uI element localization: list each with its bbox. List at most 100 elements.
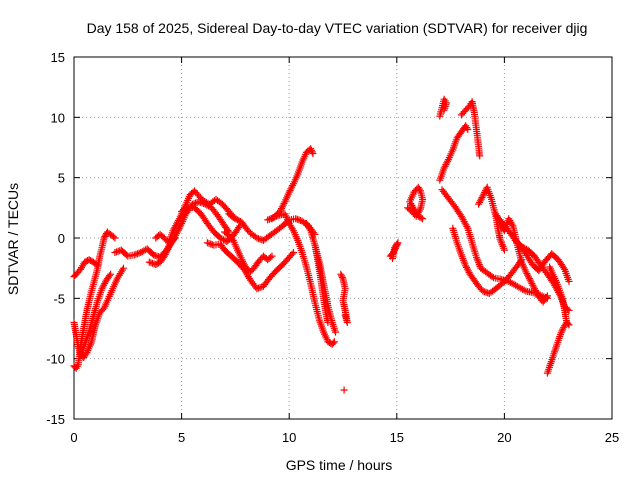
- data-point: [440, 106, 448, 114]
- axis-ticks: 0 5 10 15 20 25 -15 -10 -5 0 5 10 15: [46, 50, 619, 445]
- data-point: [417, 214, 425, 222]
- data-point: [476, 197, 484, 205]
- x-tick-label: 25: [605, 430, 619, 445]
- data-point: [492, 210, 500, 218]
- data-point: [475, 200, 483, 208]
- data-point: [523, 270, 531, 277]
- data-point: [277, 206, 285, 214]
- y-tick-label: -10: [46, 352, 65, 367]
- data-point: [309, 150, 317, 157]
- data-point: [542, 293, 550, 301]
- data-point: [531, 285, 538, 293]
- data-point: [481, 188, 489, 196]
- data-point: [235, 224, 243, 231]
- data-point: [239, 257, 247, 265]
- data-point: [530, 283, 538, 291]
- x-tick-label: 10: [282, 430, 296, 445]
- data-point: [332, 328, 339, 336]
- data-point: [560, 264, 568, 272]
- data-point: [463, 265, 471, 273]
- data-point: [563, 319, 571, 326]
- data-point: [329, 339, 337, 347]
- data-point: [543, 292, 551, 300]
- y-tick-label: -15: [46, 412, 65, 427]
- data-point: [324, 319, 332, 326]
- data-point: [443, 159, 451, 167]
- data-point: [463, 223, 471, 231]
- data-point: [338, 272, 346, 280]
- y-tick-label: 15: [51, 50, 65, 65]
- data-point: [240, 259, 248, 267]
- data-point: [462, 262, 470, 270]
- data-point: [98, 285, 106, 293]
- data-point: [392, 242, 400, 250]
- x-tick-label: 20: [497, 430, 511, 445]
- data-point: [173, 228, 181, 236]
- data-point: [419, 215, 427, 223]
- data-point: [110, 233, 117, 241]
- data-point: [279, 201, 287, 209]
- data-point: [107, 270, 115, 278]
- data-point: [182, 204, 190, 212]
- data-point: [533, 290, 541, 298]
- data-point: [389, 255, 396, 262]
- x-axis-label: GPS time / hours: [286, 457, 393, 473]
- data-point: [522, 268, 530, 276]
- data-point: [476, 152, 484, 160]
- data-point: [290, 249, 297, 256]
- data-point: [278, 205, 285, 213]
- data-point: [288, 250, 296, 258]
- chart-title: Day 158 of 2025, Sidereal Day-to-day VTE…: [87, 20, 588, 36]
- data-point: [477, 195, 485, 203]
- data-point: [463, 263, 470, 271]
- data-point: [341, 311, 349, 319]
- data-series: [70, 95, 573, 394]
- data-point: [444, 157, 452, 165]
- data-point: [488, 273, 496, 281]
- y-tick-label: -5: [53, 291, 65, 306]
- data-point: [101, 233, 109, 240]
- data-point: [442, 161, 450, 169]
- data-point: [478, 194, 486, 201]
- x-tick-label: 15: [390, 430, 404, 445]
- grid-lines: [74, 57, 612, 419]
- y-tick-label: 0: [58, 231, 65, 246]
- data-point: [278, 203, 286, 211]
- data-point: [100, 234, 108, 242]
- data-point: [531, 286, 539, 294]
- data-point: [163, 247, 171, 255]
- y-axis-label: SDTVAR / TECUs: [5, 183, 21, 295]
- data-point: [271, 213, 279, 221]
- x-tick-label: 0: [70, 430, 77, 445]
- data-point: [264, 216, 272, 224]
- data-point: [441, 162, 449, 170]
- data-point: [520, 286, 528, 294]
- data-point: [525, 275, 533, 282]
- data-point: [160, 252, 168, 260]
- data-point: [337, 270, 345, 278]
- data-point: [280, 200, 288, 207]
- data-point: [529, 281, 537, 289]
- data-point: [286, 187, 294, 194]
- data-point: [500, 246, 508, 254]
- data-point: [285, 188, 293, 196]
- data-point: [288, 183, 296, 191]
- data-point: [267, 253, 274, 261]
- data-point: [111, 234, 119, 242]
- data-point: [307, 146, 315, 154]
- data-point: [100, 281, 108, 289]
- data-point: [120, 264, 127, 272]
- y-tick-label: 5: [58, 171, 65, 186]
- data-point: [526, 276, 534, 284]
- data-point: [338, 273, 346, 281]
- data-point: [287, 185, 295, 193]
- data-point: [340, 386, 348, 394]
- data-point: [238, 256, 246, 264]
- data-point: [101, 280, 109, 288]
- x-tick-label: 5: [178, 430, 185, 445]
- data-point: [267, 215, 275, 222]
- y-tick-label: 10: [51, 110, 65, 125]
- data-point: [479, 192, 487, 200]
- data-point: [268, 252, 276, 260]
